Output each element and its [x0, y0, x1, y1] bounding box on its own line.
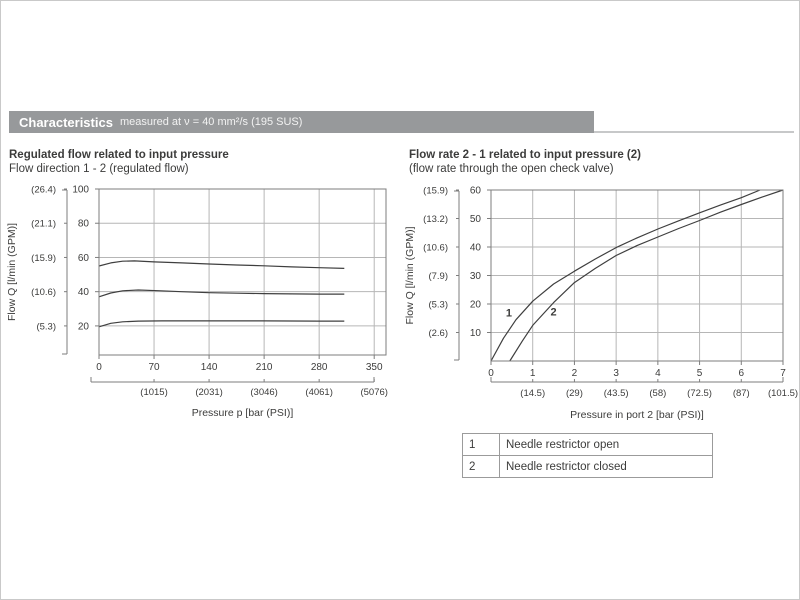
y-secondary-label: (7.9): [428, 271, 448, 282]
left-chart-subtitle: Flow direction 1 - 2 (regulated flow): [9, 163, 189, 175]
x-tick-label: 4: [655, 368, 661, 379]
y-axis-label: Flow Q [l/min (GPM)]: [6, 223, 18, 321]
y-tick-label: 10: [470, 328, 482, 339]
y-secondary-label: (15.9): [423, 186, 448, 197]
y-secondary-label: (21.1): [31, 219, 56, 230]
x-secondary-label: (5076): [360, 387, 387, 398]
right-chart-subtitle: (flow rate through the open check valve): [409, 163, 614, 175]
legend-row-1-label: Needle restrictor open: [499, 433, 713, 456]
y-secondary-label: (15.9): [31, 253, 56, 264]
x-tick-label: 5: [697, 368, 703, 379]
x-secondary-label: (14.5): [520, 388, 545, 399]
y-secondary-label: (10.6): [423, 243, 448, 254]
tick-labels: 0 1 2 3 4 5 6 7 10 20 30 40 50 60 (14.5) (29) (43.5) (58)…: [423, 186, 798, 400]
y-secondary-label: (5.3): [428, 300, 448, 311]
left-chart-heading: Regulated flow related to input pressure…: [9, 148, 389, 176]
axis-ticks: [95, 188, 375, 359]
x-tick-label: 280: [311, 362, 328, 373]
x-tick-label: 3: [613, 368, 619, 379]
header-title: Characteristics: [19, 114, 113, 130]
right-chart-title: Flow rate 2 - 1 related to input pressur…: [409, 149, 641, 161]
tick-labels: 0 70 140 210 280 350 20 40 60 80 100 (1015) (2031) (3…: [31, 185, 388, 399]
x-tick-label: 140: [201, 362, 218, 373]
y-tick-label: 20: [78, 321, 90, 332]
y-tick-label: 40: [470, 243, 482, 254]
grid: [99, 189, 386, 355]
x-secondary-label: (4061): [305, 387, 332, 398]
x-tick-label: 6: [739, 368, 745, 379]
y-tick-label: 80: [78, 219, 90, 230]
legend-row-1-id: 1: [462, 433, 500, 456]
x-tick-label: 1: [530, 368, 536, 379]
y-tick-label: 60: [78, 253, 90, 264]
y-tick-label: 30: [470, 271, 482, 282]
series-curve-1: [490, 189, 761, 362]
y-tick-label: 40: [78, 287, 90, 298]
x-secondary-label: (87): [733, 388, 750, 399]
y-tick-label: 50: [470, 214, 482, 225]
y-tick-label: 20: [470, 300, 482, 311]
secondary-y-scale: [454, 189, 460, 361]
header-subtitle: measured at ν = 40 mm²/s (195 SUS): [119, 116, 303, 128]
x-secondary-label: (3046): [250, 387, 277, 398]
series-label-curve-1: 1: [506, 308, 512, 320]
x-tick-label: 2: [572, 368, 578, 379]
regulated-flow-chart: 0 70 140 210 280 350 20 40 60 80 100 (1015) (2031) (3…: [6, 185, 388, 420]
series-curve-40lpm: [98, 289, 345, 298]
x-secondary-label: (43.5): [604, 388, 629, 399]
legend-row-1: 1 Needle restrictor open: [462, 433, 713, 456]
y-secondary-label: (10.6): [31, 287, 56, 298]
x-tick-label: 0: [488, 368, 494, 379]
secondary-x-scale: [490, 377, 784, 383]
x-secondary-label: (1015): [140, 387, 167, 398]
x-secondary-label: (101.5): [768, 388, 798, 399]
x-axis-label: Pressure p [bar (PSI)]: [192, 407, 294, 419]
secondary-y-scale: [62, 188, 68, 355]
left-chart-title: Regulated flow related to input pressure: [9, 149, 229, 161]
x-secondary-label: (58): [649, 388, 666, 399]
legend-table: 1 Needle restrictor open 2 Needle restri…: [462, 433, 713, 478]
legend-row-2: 2 Needle restrictor closed: [462, 455, 713, 478]
x-secondary-label: (72.5): [687, 388, 712, 399]
x-tick-label: 70: [148, 362, 160, 373]
grid: [491, 190, 783, 361]
axis-ticks: [487, 189, 784, 365]
characteristics-header: Characteristics measured at ν = 40 mm²/s…: [9, 111, 594, 133]
x-tick-label: 7: [780, 368, 786, 379]
y-secondary-label: (26.4): [31, 185, 56, 196]
series-curve-2: [509, 189, 784, 362]
x-tick-label: 210: [256, 362, 273, 373]
x-secondary-label: (29): [566, 388, 583, 399]
plot-border: [98, 188, 387, 356]
y-tick-label: 60: [470, 186, 482, 197]
series-label-curve-2: 2: [551, 306, 557, 318]
y-axis-label: Flow Q [l/min (GPM)]: [404, 226, 416, 324]
right-chart-heading: Flow rate 2 - 1 related to input pressur…: [409, 148, 789, 176]
legend-row-2-id: 2: [462, 455, 500, 478]
y-secondary-label: (2.6): [428, 328, 448, 339]
series-curve-60lpm: [98, 260, 345, 269]
series-curve-20lpm: [98, 320, 345, 328]
y-secondary-label: (13.2): [423, 214, 448, 225]
legend-row-2-label: Needle restrictor closed: [499, 455, 713, 478]
secondary-x-scale: [90, 377, 375, 383]
y-secondary-label: (5.3): [36, 321, 56, 332]
x-axis-label: Pressure in port 2 [bar (PSI)]: [570, 409, 704, 421]
x-tick-label: 0: [96, 362, 102, 373]
x-tick-label: 350: [366, 362, 383, 373]
y-tick-label: 100: [72, 185, 89, 196]
x-secondary-label: (2031): [195, 387, 222, 398]
